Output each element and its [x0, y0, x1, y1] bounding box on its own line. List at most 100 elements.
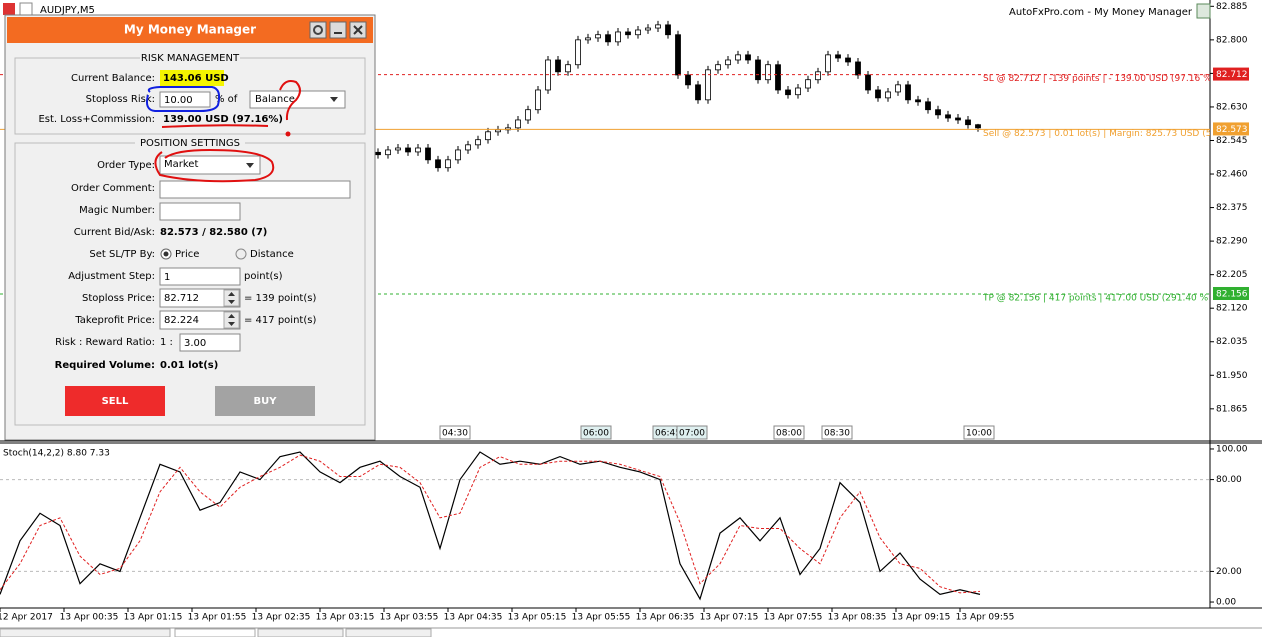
bid-ask: 82.573 / 82.580 (7): [160, 227, 267, 238]
label: Magic Number:: [79, 205, 155, 216]
candle-body: [405, 147, 411, 153]
time-tag: [773, 425, 805, 440]
y-tick-label: 82.460: [1216, 170, 1248, 180]
order-type-dropdown[interactable]: [159, 155, 261, 175]
spinner-arrows: [228, 314, 235, 326]
tab[interactable]: [345, 628, 432, 637]
candle-body: [535, 89, 541, 111]
spinner[interactable]: [223, 311, 240, 329]
candle-body: [575, 39, 581, 66]
input-value: 82.712: [164, 293, 199, 304]
candle-body: [695, 84, 701, 101]
candle-body: [785, 89, 791, 96]
candle-body: [735, 54, 741, 61]
time-label: 08:00: [776, 429, 802, 439]
x-tick-label: 13 Apr 01:55: [188, 613, 247, 623]
candle-body: [795, 87, 801, 96]
radio-distance[interactable]: [235, 248, 247, 260]
stoploss-input[interactable]: [159, 91, 211, 108]
x-tick-label: 12 Apr 2017: [0, 613, 53, 623]
candle-body: [825, 54, 831, 73]
unit: point(s): [244, 271, 283, 282]
x-tick-label: 13 Apr 02:35: [252, 613, 311, 623]
x-tick-label: 13 Apr 09:15: [892, 613, 951, 623]
comment-input[interactable]: [159, 180, 351, 199]
price-plot: SL @ 82.712 | -139 points | - 139.00 USD…: [0, 20, 1210, 303]
group-heading: RISK MANAGEMENT: [141, 53, 240, 64]
label: Stoploss Price:: [82, 293, 155, 304]
x-tick-label: 13 Apr 03:55: [380, 613, 439, 623]
indicator-title: Stoch(14,2,2) 8.80 7.33: [3, 449, 110, 459]
y-tick-label: 20.00: [1216, 567, 1242, 577]
candle-body: [905, 84, 911, 101]
magic-input[interactable]: [159, 202, 241, 221]
tab[interactable]: [257, 628, 344, 637]
x-tick-label: 13 Apr 04:35: [444, 613, 503, 623]
candle-body: [495, 129, 501, 133]
tab[interactable]: [0, 628, 171, 637]
candle-body: [875, 89, 881, 99]
annotation: [145, 86, 221, 112]
candle-body: [765, 64, 771, 81]
candle-body: [925, 101, 931, 111]
chart-layer: SL @ 82.712 | -139 points | - 139.00 USD…: [0, 0, 1262, 623]
points: = 139 point(s): [244, 293, 316, 304]
time-label: 06:00: [583, 429, 609, 439]
level-price-box: [1213, 67, 1249, 81]
y-tick-label: 80.00: [1216, 475, 1242, 485]
spinner[interactable]: [223, 289, 240, 307]
dropdown-value: Balance: [255, 94, 295, 105]
candle-body: [625, 31, 631, 36]
candle-body: [615, 31, 621, 43]
rr-input[interactable]: [179, 333, 241, 352]
candle-body: [415, 147, 421, 153]
candle-body: [775, 64, 781, 91]
spinner-arrows: [228, 292, 235, 304]
candle-body: [425, 147, 431, 161]
candle-body: [645, 27, 651, 31]
y-tick-label: 82.205: [1216, 270, 1248, 280]
candle-body: [635, 29, 641, 36]
level-price: 82.712: [1216, 70, 1248, 80]
y-tick-label: 82.375: [1216, 203, 1248, 213]
x-tick-label: 13 Apr 05:55: [572, 613, 631, 623]
sl-input[interactable]: [159, 288, 241, 308]
points: = 417 point(s): [244, 315, 316, 326]
tab[interactable]: [174, 628, 256, 637]
x-tick-label: 13 Apr 03:15: [316, 613, 375, 623]
radio-label: Price: [175, 249, 199, 260]
label: Order Type:: [97, 160, 155, 171]
y-tick-label: 0.00: [1216, 598, 1236, 608]
candle-body: [915, 99, 921, 103]
time-label: 04:30: [442, 429, 468, 439]
x-tick-label: 13 Apr 07:55: [764, 613, 823, 623]
candle-body: [455, 149, 461, 161]
y-tick-label: 82.035: [1216, 337, 1248, 347]
radio-label: Distance: [250, 249, 294, 260]
y-tick-label: 82.545: [1216, 136, 1248, 146]
level-price-box: [1213, 122, 1249, 136]
candle-body: [685, 74, 691, 86]
y-tick-label: 100.00: [1216, 444, 1248, 454]
minimize-button[interactable]: [329, 21, 347, 39]
candle-body: [895, 84, 901, 93]
annotation: [285, 131, 291, 137]
radio-dot: [163, 251, 169, 257]
x-tick-label: 13 Apr 09:55: [956, 613, 1015, 623]
sell-button[interactable]: [65, 386, 165, 416]
level-price: 82.156: [1216, 289, 1248, 299]
input-value: 10.00: [164, 95, 193, 106]
settings-button[interactable]: [309, 21, 327, 39]
tp-input[interactable]: [159, 310, 241, 330]
y-tick-label: 81.865: [1216, 404, 1248, 414]
label: Order Comment:: [71, 183, 155, 194]
candle-body: [565, 64, 571, 73]
time-label: 07:00: [679, 429, 705, 439]
step-input[interactable]: [159, 267, 241, 286]
x-tick-label: 13 Apr 01:15: [124, 613, 183, 623]
buy-button[interactable]: [215, 386, 315, 416]
heading-bg: [135, 137, 245, 149]
time-tag: [580, 425, 612, 440]
candle-body: [465, 144, 471, 151]
label: Required Volume:: [55, 360, 155, 371]
